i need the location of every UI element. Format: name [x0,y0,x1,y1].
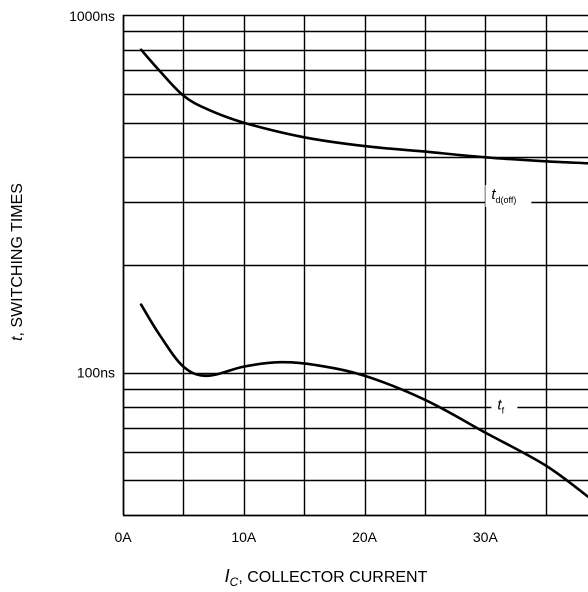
curve-label-symbol: t [497,396,502,413]
y-axis-title-text: , SWITCHING TIMES [9,183,26,336]
x-tick-label: 30A [473,529,499,545]
x-axis-symbol: I [225,566,230,586]
y-tick-label: 100ns [77,365,115,381]
series-line-td-off [139,48,588,165]
curve-labels: td(off)tf [485,184,532,418]
x-axis-symbol-subscript: C [230,575,239,589]
curve-label-td-off: td(off) [491,186,516,205]
chart-grid [122,14,588,517]
x-tick-label: 0A [114,529,132,545]
x-tick-label: 20A [352,529,378,545]
x-tick-label: 10A [231,529,257,545]
curve-label-tf: tf [497,396,504,415]
curve-label-subscript: d(off) [496,195,517,205]
x-axis-title: IC, COLLECTOR CURRENT [225,566,428,589]
axis-ticks: 0A 10A 20A 30A 100ns 1000ns [69,8,498,545]
curve-label-subscript: f [502,405,505,415]
curve-label-background [485,184,532,207]
y-axis-symbol: t [9,336,26,341]
chart-curves [139,48,588,498]
y-tick-label: 1000ns [69,8,115,24]
x-axis-title-text: , COLLECTOR CURRENT [238,569,427,586]
curve-label-symbol: t [491,186,496,203]
series-line-tf [139,303,588,498]
curve-label-background [491,395,518,418]
y-axis-title: t, SWITCHING TIMES [9,183,26,341]
